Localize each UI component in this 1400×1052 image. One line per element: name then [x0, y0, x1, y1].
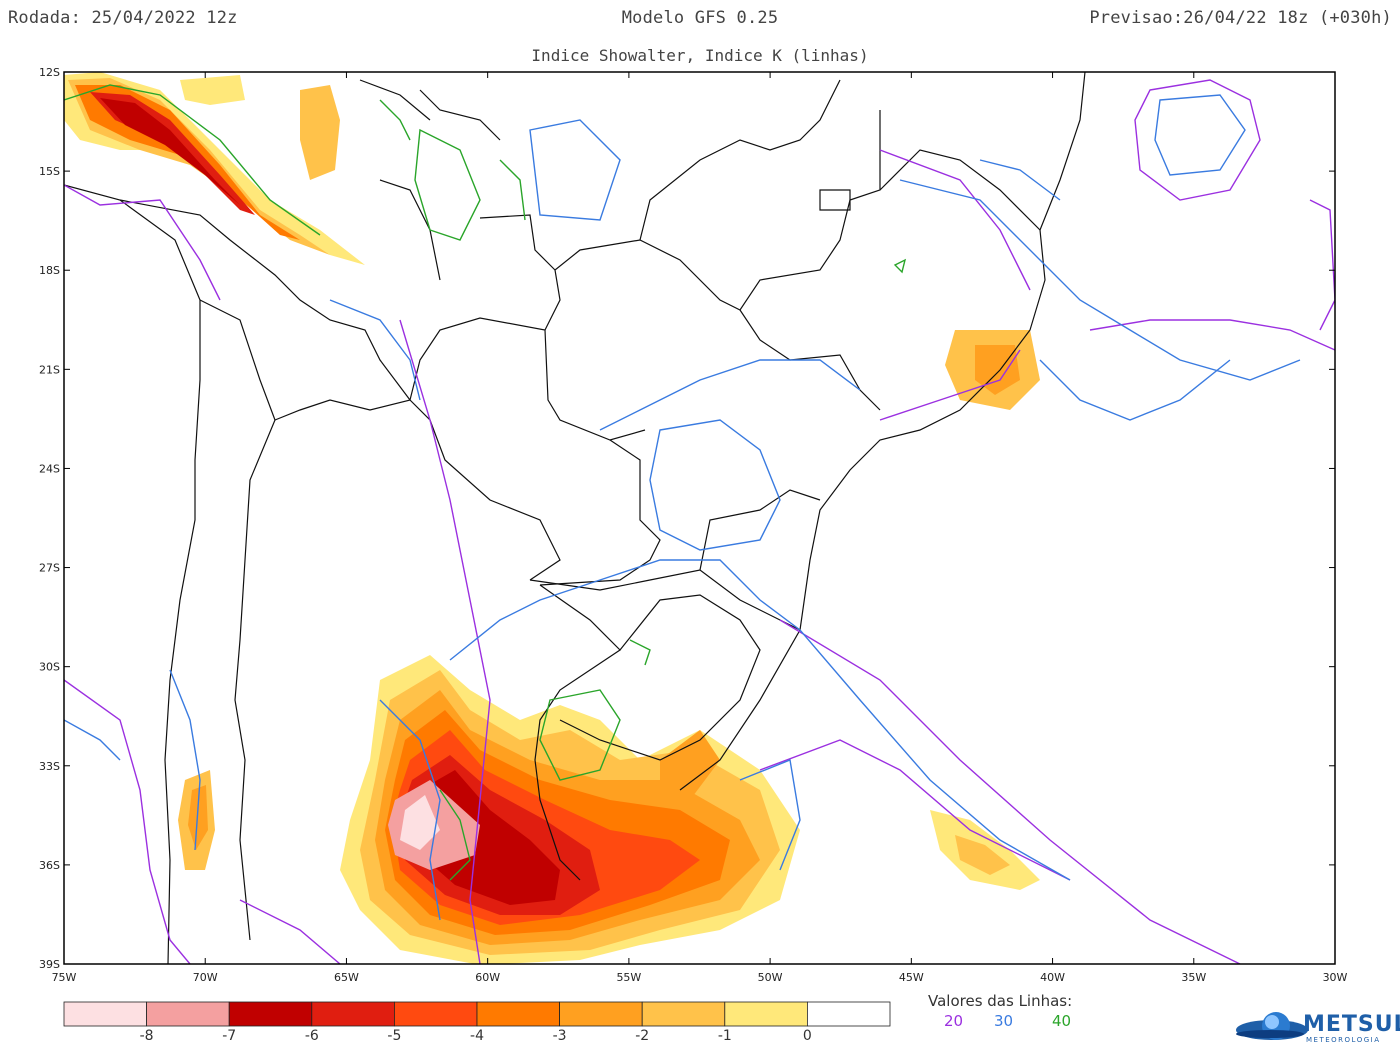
colorbar-swatch [724, 1001, 808, 1027]
lat-tick-label: 27S [39, 562, 60, 575]
k-index-lines-blue [64, 94, 1301, 921]
lon-tick-label: 75W [52, 971, 77, 984]
colorbar-label: 0 [802, 1028, 812, 1044]
colorbar-swatch [476, 1001, 560, 1027]
line-legend-title: Valores das Linhas: [928, 992, 1073, 1010]
showalter-fill-north [64, 72, 1040, 410]
colorbar-label: -4 [470, 1028, 484, 1044]
k-index-lines-purple [64, 79, 1335, 964]
colorbar [63, 1001, 891, 1027]
lon-tick-label: 55W [616, 971, 641, 984]
map-field [64, 72, 1335, 964]
colorbar-swatch [393, 1001, 478, 1027]
colorbar-label: -6 [304, 1028, 319, 1044]
lat-tick-label: 21S [39, 363, 60, 376]
colorbar-label: -3 [552, 1028, 567, 1044]
k-index-lines-green [64, 84, 907, 881]
colorbar-label: -8 [139, 1028, 154, 1044]
model-title: Modelo GFS 0.25 [621, 8, 779, 28]
lon-tick-label: 40W [1040, 971, 1065, 984]
colorbar-swatch [559, 1001, 643, 1027]
lon-tick-label: 70W [193, 971, 218, 984]
colorbar-label: -7 [222, 1028, 237, 1044]
lon-tick-label: 60W [475, 971, 500, 984]
map-frame [63, 71, 1336, 965]
colorbar-label: -2 [635, 1028, 650, 1044]
lon-tick-label: 30W [1323, 971, 1348, 984]
colorbar-swatch [146, 1001, 230, 1027]
lat-tick-label: 12S [39, 66, 60, 79]
colorbar-swatch [63, 1001, 147, 1027]
lon-tick-label: 35W [1181, 971, 1206, 984]
lon-tick-label: 45W [899, 971, 924, 984]
lat-tick-label: 15S [39, 165, 60, 178]
showalter-fill-south [178, 655, 1040, 964]
metsul-logo-subtext: METEOROLOGIA [1306, 1036, 1381, 1044]
metsul-logo-text: METSUL [1303, 1012, 1400, 1037]
lat-tick-label: 24S [39, 462, 60, 475]
forecast-time-label: Previsao:26/04/22 18z (+030h) [1089, 8, 1392, 28]
line-legend-value-30: 30 [994, 1012, 1014, 1030]
line-legend-value-40: 40 [1052, 1012, 1072, 1030]
lat-tick-label: 36S [39, 859, 60, 872]
latitude-axis: 12S 15S 18S 21S 24S 27S 30S 33S 36S 39S [39, 66, 1335, 971]
lon-tick-label: 50W [758, 971, 783, 984]
line-legend-value-20: 20 [944, 1012, 964, 1030]
run-time-label: Rodada: 25/04/2022 12z [8, 8, 238, 28]
map-subtitle: Indice Showalter, Indice K (linhas) [531, 46, 869, 65]
lat-tick-label: 18S [39, 264, 60, 277]
lon-tick-label: 65W [334, 971, 359, 984]
lat-tick-label: 30S [39, 661, 60, 674]
colorbar-swatch [641, 1001, 726, 1027]
longitude-axis: 75W 70W 65W 60W 55W 50W 45W 40W 35W 30W [52, 72, 1348, 984]
colorbar-label: -5 [387, 1028, 402, 1044]
colorbar-label: -1 [717, 1028, 732, 1044]
colorbar-swatch [311, 1001, 395, 1027]
metsul-logo-icon [1236, 1012, 1308, 1040]
colorbar-swatch [807, 1001, 891, 1027]
colorbar-swatch [228, 1001, 313, 1027]
lat-tick-label: 33S [39, 760, 60, 773]
lat-tick-label: 39S [39, 958, 60, 971]
